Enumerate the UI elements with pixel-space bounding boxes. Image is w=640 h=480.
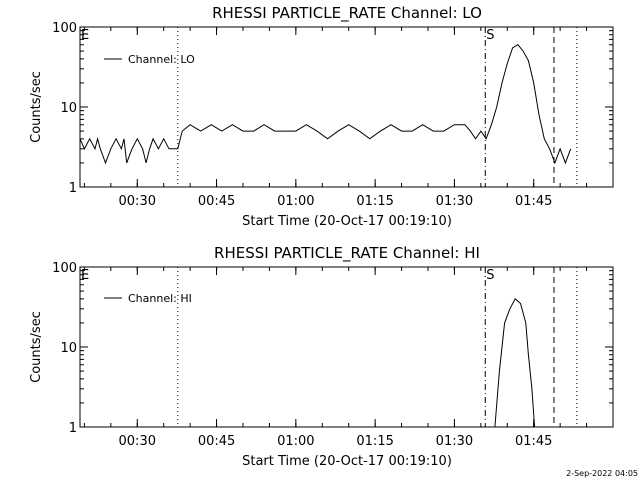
x-tick-label: 00:45 — [198, 434, 235, 449]
time-marker-label: S — [486, 28, 494, 43]
series-line — [79, 44, 572, 165]
y-tick-label: 1 — [69, 421, 77, 436]
x-tick-label: 01:45 — [515, 194, 552, 209]
series-line — [494, 298, 536, 428]
x-tick-label: 00:30 — [119, 194, 156, 209]
x-axis-label: Start Time (20-Oct-17 00:19:10) — [242, 454, 452, 469]
x-tick-label: 01:30 — [436, 194, 473, 209]
axis-ticks: 1 10 100 00:30 00:45 01:00 01:15 01:30 01:45 — [52, 261, 614, 449]
plot-frame — [79, 26, 614, 188]
chart-panel-lo: RHESSI PARTICLE_RATE Channel: LO 1 10 100 0… — [29, 4, 614, 229]
data-series — [494, 298, 536, 428]
y-axis-label: Counts/sec — [29, 311, 44, 383]
legend: Channel: HI — [104, 292, 192, 305]
chart-title: RHESSI PARTICLE_RATE Channel: LO — [212, 4, 482, 23]
x-tick-label: 01:00 — [277, 194, 314, 209]
data-series — [79, 44, 572, 165]
x-tick-label: 01:15 — [356, 434, 393, 449]
x-tick-label: 00:30 — [119, 434, 156, 449]
x-tick-label: 01:15 — [356, 194, 393, 209]
footer-timestamp: 2-Sep-2022 04:05 — [566, 469, 638, 478]
y-axis-label: Counts/sec — [29, 71, 44, 143]
x-axis-label: Start Time (20-Oct-17 00:19:10) — [242, 214, 452, 229]
y-tick-label: 100 — [52, 21, 77, 36]
chart-panel-hi: RHESSI PARTICLE_RATE Channel: HI 1 10 100 0… — [29, 244, 614, 469]
legend: Channel: LO — [104, 53, 195, 66]
y-tick-label: 10 — [60, 341, 77, 356]
legend-entry: Channel: HI — [128, 292, 192, 305]
time-marker-label: E — [81, 28, 89, 43]
time-marker-label: S — [486, 268, 494, 283]
x-tick-label: 01:45 — [515, 434, 552, 449]
time-marker-label: E — [81, 268, 89, 283]
axis-ticks: 1 10 100 00:30 00:45 01:00 01:15 01:30 01:45 — [52, 21, 614, 209]
chart-title: RHESSI PARTICLE_RATE Channel: HI — [214, 244, 480, 263]
x-tick-label: 01:00 — [277, 434, 314, 449]
y-tick-label: 10 — [60, 101, 77, 116]
y-tick-label: 1 — [69, 181, 77, 196]
y-tick-label: 100 — [52, 261, 77, 276]
x-tick-label: 01:30 — [436, 434, 473, 449]
x-tick-label: 00:45 — [198, 194, 235, 209]
legend-entry: Channel: LO — [128, 53, 195, 66]
